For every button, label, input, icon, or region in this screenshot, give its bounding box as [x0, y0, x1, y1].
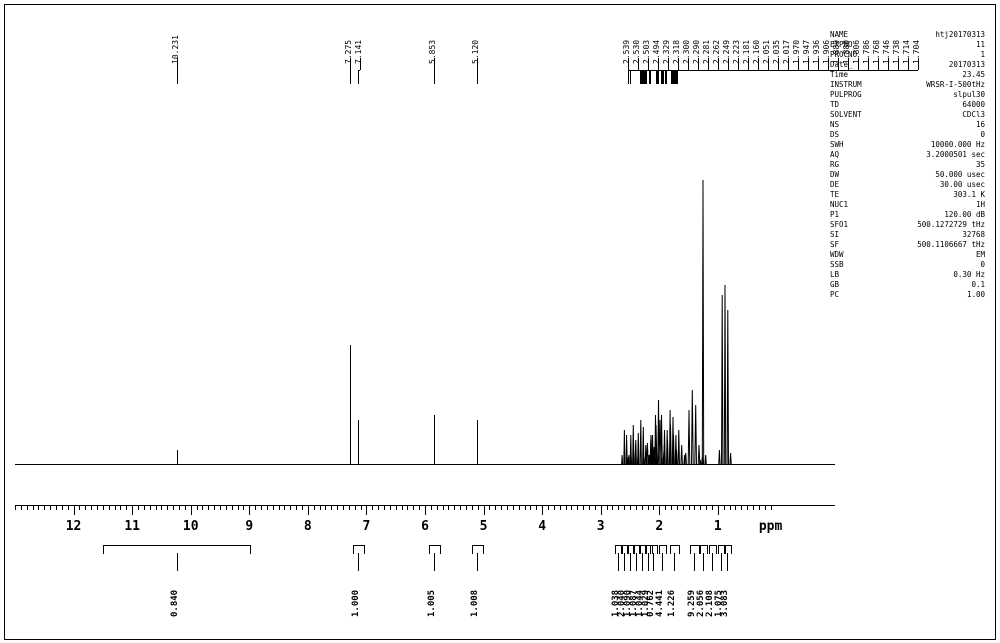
param-row: DE30.00 usec [830, 180, 985, 190]
param-row: GB0.1 [830, 280, 985, 290]
peak-annotation: 2.318 [672, 40, 681, 64]
param-row: PROCNO1 [830, 50, 985, 60]
peak-annotation: 1.936 [812, 40, 821, 64]
peak-annotation: 2.181 [742, 40, 751, 64]
param-row: NUC11H [830, 200, 985, 210]
axis-tick-label: 7 [363, 519, 371, 534]
integral-bracket [353, 545, 365, 554]
integral-labels: 0.8401.0001.0051.0081.0382.0401.0901.087… [15, 545, 835, 635]
integral-bracket [650, 545, 658, 554]
param-row: SOLVENTCDCl3 [830, 110, 985, 120]
param-row: DW50.000 usec [830, 170, 985, 180]
nmr-peak [177, 450, 178, 465]
axis-tick-label: 11 [124, 519, 140, 534]
param-row: Date_20170313 [830, 60, 985, 70]
param-row: PC1.00 [830, 290, 985, 300]
axis-tick-label: 10 [183, 519, 199, 534]
axis-tick-label: 6 [421, 519, 429, 534]
axis-tick-label: 8 [304, 519, 312, 534]
nmr-multiplet [660, 405, 686, 465]
peak-annotation: 2.329 [662, 40, 671, 64]
axis-tick-label: 5 [480, 519, 488, 534]
integral-value: 1.005 [427, 590, 437, 617]
param-row: PULPROGslpul30 [830, 90, 985, 100]
peak-annotation: 2.223 [732, 40, 741, 64]
peak-annotation: 5.853 [428, 40, 437, 64]
param-row: SSB0 [830, 260, 985, 270]
param-row: SFO1500.1272729 tHz [830, 220, 985, 230]
integral-bracket [700, 545, 708, 554]
integral-value: 3.083 [720, 590, 730, 617]
integral-value: 1.226 [667, 590, 677, 617]
param-row: EXPNO11 [830, 40, 985, 50]
integral-value: 0.840 [170, 590, 180, 617]
param-row: RG35 [830, 160, 985, 170]
peak-annotation: 10.231 [171, 35, 180, 64]
param-row: NAMEhtj20170313 [830, 30, 985, 40]
axis-unit-label: ppm [759, 519, 782, 534]
nmr-spectrum [15, 105, 835, 485]
peak-annotation: 2.160 [752, 40, 761, 64]
param-row: WDWEM [830, 250, 985, 260]
peak-annotation: 2.530 [632, 40, 641, 64]
nmr-peak [434, 415, 435, 465]
peak-annotation: 5.120 [471, 40, 480, 64]
peak-annotation: 7.275 [344, 40, 353, 64]
param-row: AQ3.2000501 sec [830, 150, 985, 160]
peak-annotation: 2.539 [622, 40, 631, 64]
peak-annotation: 2.249 [722, 40, 731, 64]
integral-bracket [724, 545, 732, 554]
param-row: TD64000 [830, 100, 985, 110]
param-row: Time23.45 [830, 70, 985, 80]
param-row: INSTRUMWRSR-I-500tHz [830, 80, 985, 90]
param-row: SI32768 [830, 230, 985, 240]
axis-tick-label: 4 [538, 519, 546, 534]
param-row: NS16 [830, 120, 985, 130]
peak-annotation: 2.300 [682, 40, 691, 64]
peak-annotation: 2.051 [762, 40, 771, 64]
integral-bracket [659, 545, 667, 554]
integral-bracket [690, 545, 700, 554]
axis-tick-label: 12 [66, 519, 82, 534]
nmr-peak [350, 345, 351, 465]
peak-annotation: 2.035 [772, 40, 781, 64]
integral-bracket [429, 545, 441, 554]
integral-value: 1.008 [470, 590, 480, 617]
param-row: SF500.1106667 tHz [830, 240, 985, 250]
peak-annotation: 2.503 [642, 40, 651, 64]
integral-bracket [670, 545, 680, 554]
nmr-multiplet [699, 175, 707, 465]
param-row: P1120.00 dB [830, 210, 985, 220]
integral-value: 1.000 [351, 590, 361, 617]
peak-annotation: 2.290 [692, 40, 701, 64]
axis-tick-label: 1 [714, 519, 722, 534]
param-row: TE303.1 K [830, 190, 985, 200]
integral-bracket [472, 545, 484, 554]
axis-tick-label: 3 [597, 519, 605, 534]
spectrum-baseline [15, 464, 835, 465]
nmr-peak [358, 420, 359, 465]
peak-annotation: 2.281 [702, 40, 711, 64]
peak-annotation: 2.494 [652, 40, 661, 64]
peak-annotation: 2.017 [782, 40, 791, 64]
param-row: DS0 [830, 130, 985, 140]
peak-annotation: 1.947 [802, 40, 811, 64]
acquisition-parameters: NAMEhtj20170313EXPNO11PROCNO1Date_201703… [830, 30, 985, 300]
integral-value: 4.441 [655, 590, 665, 617]
param-row: LB0.30 Hz [830, 270, 985, 280]
peak-annotation: 2.262 [712, 40, 721, 64]
nmr-multiplet [718, 280, 732, 465]
axis-tick-label: 2 [655, 519, 663, 534]
nmr-peak [477, 420, 478, 465]
chart-frame: 10.231 7.2757.141 5.853 5.120 2.5392.5302.50… [4, 4, 996, 640]
integral-bracket [709, 545, 717, 554]
peak-annotation: 7.141 [354, 40, 363, 64]
peak-annotation: 1.970 [792, 40, 801, 64]
param-row: SWH10000.000 Hz [830, 140, 985, 150]
axis-tick-label: 9 [245, 519, 253, 534]
